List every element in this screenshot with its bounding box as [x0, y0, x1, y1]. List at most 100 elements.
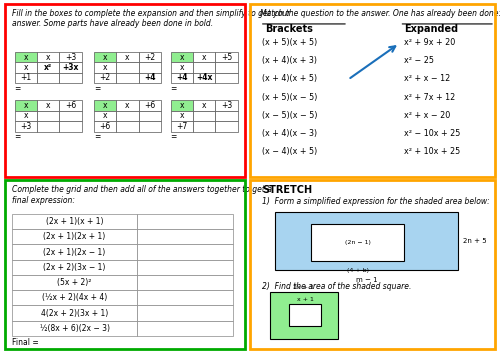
- FancyBboxPatch shape: [193, 100, 216, 111]
- Text: +3: +3: [221, 101, 232, 110]
- Text: x: x: [103, 112, 107, 120]
- FancyBboxPatch shape: [137, 229, 233, 244]
- FancyBboxPatch shape: [193, 73, 216, 83]
- Text: x: x: [180, 101, 184, 110]
- FancyBboxPatch shape: [116, 73, 138, 83]
- Text: x: x: [103, 53, 107, 62]
- FancyBboxPatch shape: [12, 229, 137, 244]
- Text: +1: +1: [20, 73, 32, 82]
- Text: x: x: [24, 53, 28, 62]
- FancyBboxPatch shape: [37, 121, 60, 132]
- Text: +4: +4: [144, 73, 156, 82]
- Text: (2x + 1)(2x − 1): (2x + 1)(2x − 1): [44, 247, 106, 257]
- Text: (x + 5)(x − 5): (x + 5)(x − 5): [262, 92, 318, 102]
- FancyBboxPatch shape: [137, 290, 233, 305]
- Text: m − 1: m − 1: [356, 277, 377, 283]
- Text: Expanded: Expanded: [404, 24, 458, 34]
- FancyBboxPatch shape: [37, 62, 60, 73]
- FancyBboxPatch shape: [12, 214, 137, 229]
- Text: ½(8x + 6)(2x − 3): ½(8x + 6)(2x − 3): [40, 324, 110, 333]
- Text: =: =: [170, 132, 177, 142]
- FancyBboxPatch shape: [94, 52, 116, 62]
- FancyBboxPatch shape: [138, 62, 161, 73]
- FancyBboxPatch shape: [274, 212, 458, 270]
- FancyBboxPatch shape: [14, 111, 37, 121]
- Text: (½x + 2)(4x + 4): (½x + 2)(4x + 4): [42, 293, 107, 302]
- FancyBboxPatch shape: [12, 260, 137, 275]
- Text: x: x: [103, 63, 107, 72]
- FancyBboxPatch shape: [60, 73, 82, 83]
- Text: +7: +7: [176, 122, 188, 131]
- Text: +6: +6: [65, 101, 76, 110]
- Text: x: x: [46, 53, 50, 62]
- Text: Match the question to the answer. One has already been done:: Match the question to the answer. One ha…: [260, 9, 500, 18]
- Text: x: x: [125, 53, 130, 62]
- Text: Fill in the boxes to complete the expansion and then simplify to get your
answer: Fill in the boxes to complete the expans…: [12, 9, 290, 28]
- FancyBboxPatch shape: [137, 244, 233, 260]
- Text: Final =: Final =: [12, 338, 39, 347]
- FancyBboxPatch shape: [60, 111, 82, 121]
- Text: +4x: +4x: [196, 73, 212, 82]
- FancyBboxPatch shape: [137, 214, 233, 229]
- FancyBboxPatch shape: [170, 111, 193, 121]
- FancyBboxPatch shape: [14, 121, 37, 132]
- FancyBboxPatch shape: [137, 260, 233, 275]
- FancyBboxPatch shape: [138, 111, 161, 121]
- Text: x + 1: x + 1: [296, 297, 314, 302]
- FancyBboxPatch shape: [60, 121, 82, 132]
- FancyBboxPatch shape: [37, 73, 60, 83]
- Text: x² + x − 20: x² + x − 20: [404, 111, 450, 120]
- FancyBboxPatch shape: [14, 100, 37, 111]
- FancyBboxPatch shape: [311, 224, 404, 261]
- Text: x² + x − 12: x² + x − 12: [404, 74, 450, 83]
- FancyBboxPatch shape: [216, 100, 238, 111]
- Text: x: x: [180, 112, 184, 120]
- Text: x² + 7x + 12: x² + 7x + 12: [404, 92, 456, 102]
- Text: (x − 4)(x + 5): (x − 4)(x + 5): [262, 147, 318, 156]
- FancyBboxPatch shape: [116, 121, 138, 132]
- FancyBboxPatch shape: [12, 244, 137, 260]
- FancyBboxPatch shape: [193, 121, 216, 132]
- Text: 1)  Form a simplified expression for the shaded area below:: 1) Form a simplified expression for the …: [262, 197, 490, 206]
- Text: x: x: [180, 53, 184, 62]
- Text: (x − 5)(x − 5): (x − 5)(x − 5): [262, 111, 318, 120]
- Text: +2: +2: [100, 73, 110, 82]
- FancyBboxPatch shape: [37, 100, 60, 111]
- Text: (2n − 1): (2n − 1): [345, 240, 370, 245]
- Text: (x + 4)(x + 3): (x + 4)(x + 3): [262, 56, 318, 65]
- FancyBboxPatch shape: [216, 62, 238, 73]
- FancyBboxPatch shape: [37, 52, 60, 62]
- FancyBboxPatch shape: [289, 304, 321, 326]
- Text: (x + 5)(x + 5): (x + 5)(x + 5): [262, 38, 318, 47]
- Text: (x + 4)(x + 5): (x + 4)(x + 5): [262, 74, 318, 83]
- Text: =: =: [14, 132, 21, 142]
- Text: +3: +3: [65, 53, 76, 62]
- Text: 2n + 5: 2n + 5: [463, 238, 487, 244]
- FancyBboxPatch shape: [60, 52, 82, 62]
- Text: 2x + 1: 2x + 1: [294, 285, 314, 290]
- FancyBboxPatch shape: [94, 121, 116, 132]
- FancyBboxPatch shape: [137, 321, 233, 336]
- FancyBboxPatch shape: [170, 62, 193, 73]
- FancyBboxPatch shape: [12, 275, 137, 290]
- FancyBboxPatch shape: [138, 100, 161, 111]
- FancyBboxPatch shape: [137, 305, 233, 321]
- Text: Complete the grid and then add all of the answers together to get a
final expres: Complete the grid and then add all of th…: [12, 185, 272, 204]
- Text: 2)  Find the area of the shaded square.: 2) Find the area of the shaded square.: [262, 282, 412, 291]
- Text: x² − 10x + 25: x² − 10x + 25: [404, 129, 460, 138]
- Text: STRETCH: STRETCH: [262, 185, 312, 195]
- FancyBboxPatch shape: [12, 290, 137, 305]
- Text: +3: +3: [20, 122, 32, 131]
- FancyBboxPatch shape: [216, 73, 238, 83]
- Text: +5: +5: [221, 53, 232, 62]
- Text: x: x: [180, 63, 184, 72]
- FancyBboxPatch shape: [193, 62, 216, 73]
- FancyBboxPatch shape: [138, 121, 161, 132]
- Text: (2x + 1)(2x + 1): (2x + 1)(2x + 1): [44, 232, 106, 241]
- FancyBboxPatch shape: [116, 52, 138, 62]
- FancyBboxPatch shape: [14, 52, 37, 62]
- FancyBboxPatch shape: [60, 62, 82, 73]
- Text: x²: x²: [44, 63, 52, 72]
- Text: (2x + 1)(x + 1): (2x + 1)(x + 1): [46, 217, 104, 226]
- Text: x: x: [202, 53, 206, 62]
